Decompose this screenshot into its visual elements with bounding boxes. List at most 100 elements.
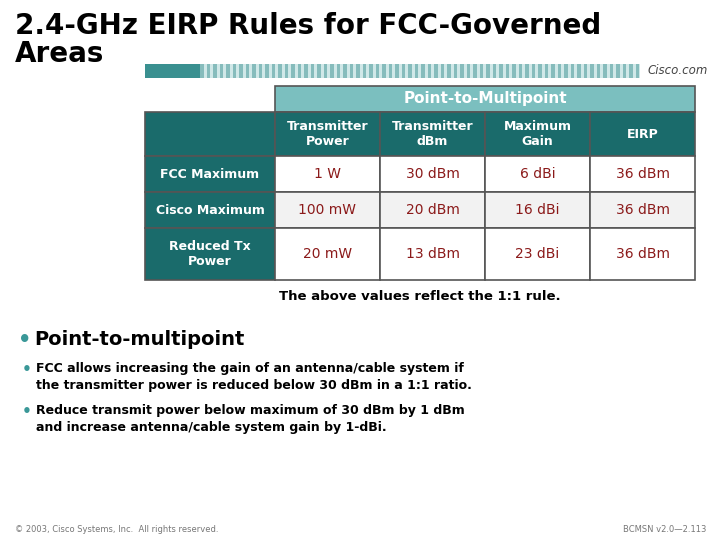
Text: Reduced Tx
Power: Reduced Tx Power	[169, 240, 251, 268]
Bar	[200, 64, 640, 78]
Text: Maximum
Gain: Maximum Gain	[503, 120, 572, 148]
Bar	[271, 64, 275, 78]
Bar	[531, 64, 535, 78]
Bar	[590, 64, 593, 78]
Text: © 2003, Cisco Systems, Inc.  All rights reserved.: © 2003, Cisco Systems, Inc. All rights r…	[15, 525, 218, 534]
Bar	[518, 64, 522, 78]
Bar	[428, 64, 431, 78]
Bar	[252, 64, 256, 78]
Bar	[226, 64, 230, 78]
Bar	[220, 64, 223, 78]
Bar	[145, 112, 275, 156]
Bar	[629, 64, 632, 78]
Bar	[485, 228, 590, 280]
Text: EIRP: EIRP	[626, 127, 658, 140]
Text: Transmitter
Power: Transmitter Power	[287, 120, 369, 148]
Text: 36 dBm: 36 dBm	[616, 247, 670, 261]
Bar	[275, 192, 380, 228]
Text: 36 dBm: 36 dBm	[616, 203, 670, 217]
Bar	[485, 156, 590, 192]
Text: 16 dBi: 16 dBi	[516, 203, 559, 217]
Text: 20 dBm: 20 dBm	[405, 203, 459, 217]
Bar	[492, 64, 496, 78]
Bar	[590, 192, 695, 228]
Bar	[460, 64, 464, 78]
Bar	[382, 64, 385, 78]
Text: •: •	[18, 330, 32, 350]
Bar	[284, 64, 288, 78]
Bar	[564, 64, 567, 78]
Bar	[485, 112, 590, 156]
Bar	[145, 228, 275, 280]
Bar	[408, 64, 412, 78]
Bar	[485, 192, 590, 228]
Text: 20 mW: 20 mW	[303, 247, 352, 261]
Bar	[310, 64, 314, 78]
Bar	[145, 156, 275, 192]
Bar	[265, 64, 269, 78]
Bar	[278, 64, 282, 78]
Text: Point-to-multipoint: Point-to-multipoint	[34, 330, 244, 349]
Bar	[275, 112, 380, 156]
Bar	[258, 64, 262, 78]
Bar	[454, 64, 457, 78]
Bar	[415, 64, 418, 78]
Text: 36 dBm: 36 dBm	[616, 167, 670, 181]
Bar	[323, 64, 327, 78]
Bar	[590, 112, 695, 156]
Bar	[623, 64, 626, 78]
Text: BCMSN v2.0—2.113: BCMSN v2.0—2.113	[623, 525, 706, 534]
Text: 30 dBm: 30 dBm	[405, 167, 459, 181]
Bar	[480, 64, 483, 78]
Bar	[239, 64, 243, 78]
Bar	[447, 64, 451, 78]
Bar	[297, 64, 301, 78]
Bar	[369, 64, 372, 78]
Bar	[590, 228, 695, 280]
Text: The above values reflect the 1:1 rule.: The above values reflect the 1:1 rule.	[279, 290, 561, 303]
Text: FCC Maximum: FCC Maximum	[161, 167, 260, 180]
Bar	[610, 64, 613, 78]
Bar	[376, 64, 379, 78]
Bar	[336, 64, 340, 78]
Bar	[590, 156, 695, 192]
Bar	[380, 228, 485, 280]
Text: 23 dBi: 23 dBi	[516, 247, 559, 261]
Bar	[200, 64, 204, 78]
Bar	[467, 64, 470, 78]
Text: •: •	[22, 362, 32, 377]
Text: 2.4-GHz EIRP Rules for FCC-Governed: 2.4-GHz EIRP Rules for FCC-Governed	[15, 12, 601, 40]
Bar	[486, 64, 490, 78]
Bar	[213, 64, 217, 78]
Text: 6 dBi: 6 dBi	[520, 167, 555, 181]
Bar	[275, 228, 380, 280]
Bar	[317, 64, 320, 78]
Bar	[512, 64, 516, 78]
Text: •: •	[22, 404, 32, 419]
Bar	[380, 112, 485, 156]
Bar	[207, 64, 210, 78]
Bar	[544, 64, 548, 78]
Bar	[330, 64, 333, 78]
Bar	[596, 64, 600, 78]
Text: 13 dBm: 13 dBm	[405, 247, 459, 261]
Text: Transmitter
dBm: Transmitter dBm	[392, 120, 473, 148]
Bar	[380, 156, 485, 192]
Bar	[551, 64, 554, 78]
Text: Reduce transmit power below maximum of 30 dBm by 1 dBm
and increase antenna/cabl: Reduce transmit power below maximum of 3…	[36, 404, 464, 434]
Bar	[441, 64, 444, 78]
Text: 1 W: 1 W	[314, 167, 341, 181]
Bar	[389, 64, 392, 78]
Bar	[349, 64, 353, 78]
Text: Point-to-Multipoint: Point-to-Multipoint	[403, 91, 567, 106]
Bar	[636, 64, 639, 78]
Bar	[402, 64, 405, 78]
Bar	[356, 64, 359, 78]
Bar	[395, 64, 398, 78]
Bar	[538, 64, 541, 78]
Bar	[145, 192, 275, 228]
Bar	[570, 64, 574, 78]
Text: Cisco Maximum: Cisco Maximum	[156, 204, 264, 217]
Bar	[304, 64, 307, 78]
Bar	[525, 64, 528, 78]
